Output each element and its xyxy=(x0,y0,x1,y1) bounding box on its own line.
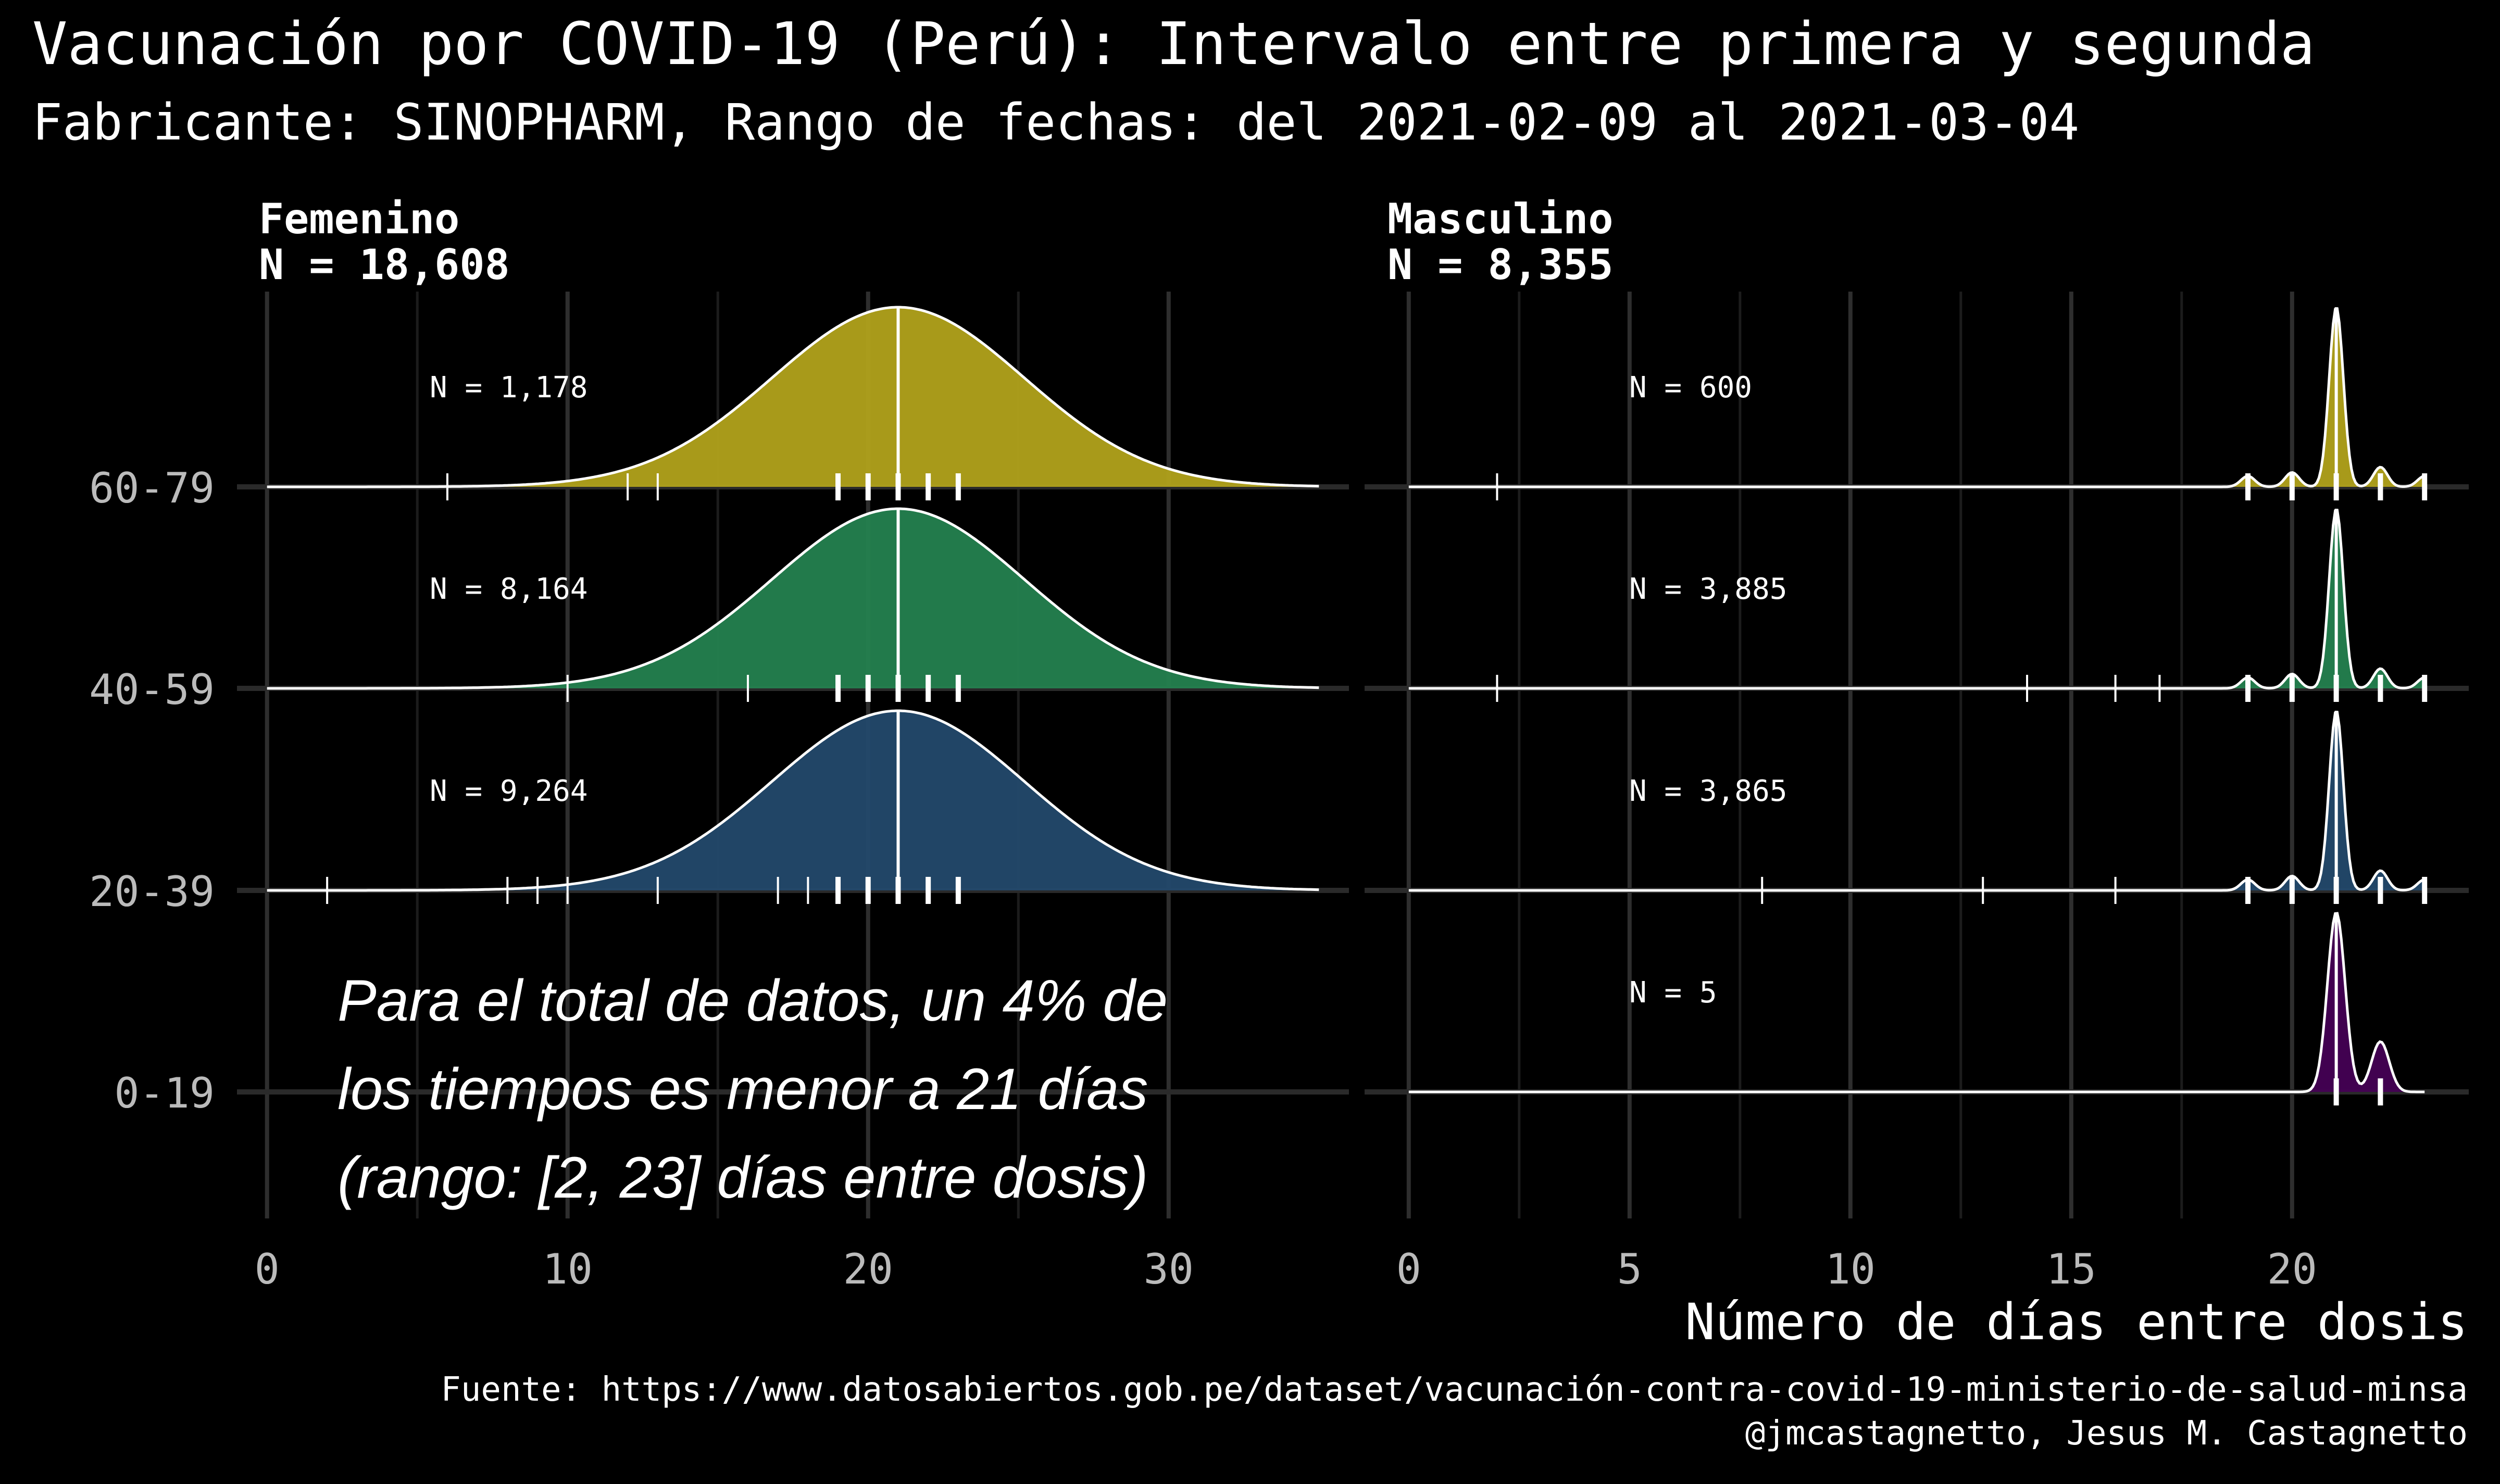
group-n-label: N = 600 xyxy=(1629,371,1752,405)
y-tick-label-20-39: 20-39 xyxy=(89,867,215,916)
ridge-area xyxy=(1408,510,2425,688)
ridge-area xyxy=(267,307,1319,487)
ridge-outline xyxy=(1408,509,2425,690)
x-tick-label: 10 xyxy=(1826,1245,1876,1293)
ridge-area xyxy=(1408,712,2425,890)
ridge-outline xyxy=(1408,711,2425,892)
ridge-20-39: N = 9,264 xyxy=(267,709,1319,904)
x-tick-label: 15 xyxy=(2046,1245,2096,1293)
chart-title: Vacunación por COVID-19 (Perú): Interval… xyxy=(32,10,2315,78)
chart-subtitle: Fabricante: SINOPHARM, Rango de fechas: … xyxy=(32,93,2079,152)
ridge-60-79: N = 1,178 xyxy=(267,306,1319,500)
panel-title: Masculino xyxy=(1388,195,1613,243)
x-axis-label: Número de días entre dosis xyxy=(1685,1293,2468,1351)
group-n-label: N = 8,164 xyxy=(430,572,588,606)
x-tick-label: 0 xyxy=(1396,1245,1421,1293)
y-tick-label-0-19: 0-19 xyxy=(114,1069,215,1117)
ridge-area xyxy=(267,509,1319,688)
y-tick-label-60-79: 60-79 xyxy=(89,464,215,512)
ridge-outline xyxy=(267,709,1319,892)
annotation-line-1: Para el total de datos, un 4% de xyxy=(338,968,1168,1033)
x-tick-label: 10 xyxy=(543,1245,593,1293)
caption-author: @jmcastagnetto, Jesus M. Castagnetto xyxy=(1745,1414,2468,1453)
y-axis: 0-19 20-39 40-59 60-79 xyxy=(89,464,215,1117)
x-tick-label: 30 xyxy=(1144,1245,1194,1293)
group-n-label: N = 3,885 xyxy=(1629,572,1787,606)
group-n-label: N = 1,178 xyxy=(430,371,588,405)
annotation-line-3: (rango: [2, 23] días entre dosis) xyxy=(338,1145,1148,1210)
panel-n: N = 18,608 xyxy=(259,241,510,289)
ridge-area xyxy=(1408,309,2425,487)
ridge-outline xyxy=(267,507,1319,690)
annotation: Para el total de datos, un 4% de los tie… xyxy=(338,968,1168,1210)
x-tick-label: 20 xyxy=(843,1245,893,1293)
y-tick-label-40-59: 40-59 xyxy=(89,665,215,714)
group-n-label: N = 9,264 xyxy=(430,774,588,808)
annotation-line-2: los tiempos es menor a 21 días xyxy=(338,1057,1148,1122)
ridge-20-39: N = 3,865 xyxy=(1408,711,2428,904)
panel-n: N = 8,355 xyxy=(1388,241,1613,289)
x-tick-label: 0 xyxy=(255,1245,280,1293)
ridge-outline xyxy=(1408,912,2425,1093)
ridge-outline xyxy=(1408,307,2425,488)
group-n-label: N = 5 xyxy=(1629,976,1717,1010)
ridge-40-59: N = 3,885 xyxy=(1408,509,2428,702)
caption-source: Fuente: https://www.datosabiertos.gob.pe… xyxy=(441,1370,2468,1409)
panel-title: Femenino xyxy=(259,195,459,243)
ridge-0-19: N = 5 xyxy=(1408,912,2425,1105)
x-tick-label: 20 xyxy=(2267,1245,2317,1293)
ridge-area xyxy=(1408,913,2425,1092)
ridge-outline xyxy=(267,306,1319,488)
ridge-60-79: N = 600 xyxy=(1408,307,2428,500)
group-n-label: N = 3,865 xyxy=(1629,774,1787,808)
x-tick-label: 5 xyxy=(1617,1245,1642,1293)
ridge-40-59: N = 8,164 xyxy=(267,507,1319,702)
ridge-area xyxy=(267,711,1319,890)
